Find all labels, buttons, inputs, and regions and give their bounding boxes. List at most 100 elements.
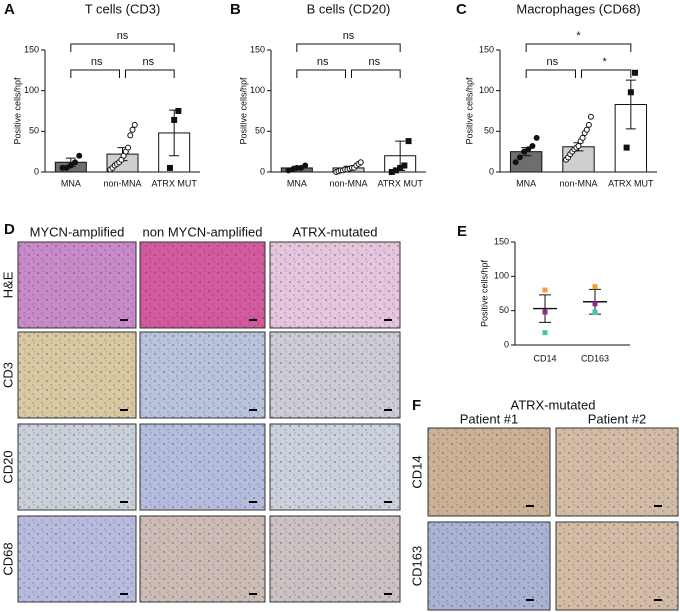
significance-bracket xyxy=(525,69,576,78)
data-point xyxy=(401,162,408,169)
significance-bracket xyxy=(525,43,632,52)
x-tick-label: CD14 xyxy=(533,353,556,363)
micrograph-texture xyxy=(270,516,400,602)
y-tick-label: 50 xyxy=(484,126,494,136)
row-label: CD3 xyxy=(0,362,15,388)
x-tick-label: MNA xyxy=(61,178,81,188)
data-point xyxy=(623,144,630,151)
panel-letter: A xyxy=(4,1,15,18)
data-point xyxy=(579,134,586,141)
data-point xyxy=(627,89,634,96)
y-tick-label: 50 xyxy=(29,126,39,136)
data-point xyxy=(166,164,173,171)
row-label: H&E xyxy=(0,271,15,298)
micrograph-texture xyxy=(18,424,136,510)
data-point xyxy=(592,284,598,290)
significance-label: ns xyxy=(317,56,329,68)
data-point xyxy=(542,309,548,315)
row-label: CD14 xyxy=(409,455,424,488)
y-tick-label: 50 xyxy=(499,305,509,315)
significance-bracket xyxy=(351,69,401,78)
significance-label: ns xyxy=(547,56,559,68)
data-point xyxy=(125,144,132,151)
panel-letter: C xyxy=(456,1,467,18)
data-point xyxy=(67,162,74,169)
y-tick-label: 0 xyxy=(489,166,494,176)
column-label: ATRX-mutated xyxy=(292,224,377,239)
data-point xyxy=(516,154,523,161)
chart: C Macrophages (CD68) Positive cells/hpf 0 50… xyxy=(456,1,657,188)
panel-title: ATRX-mutated xyxy=(510,397,595,412)
data-point xyxy=(175,108,182,114)
data-point xyxy=(76,152,83,159)
error-bar xyxy=(625,79,636,130)
y-tick-label: 100 xyxy=(494,271,509,281)
panel-letter: F xyxy=(412,397,421,414)
data-point xyxy=(592,301,598,307)
micrograph-texture xyxy=(270,424,400,510)
row-label: CD20 xyxy=(0,450,15,483)
significance-label: ns xyxy=(369,56,381,68)
significance-bracket xyxy=(70,43,175,52)
data-point xyxy=(533,134,540,141)
significance-bracket xyxy=(581,69,632,78)
y-tick-label: 150 xyxy=(24,44,39,54)
micrograph-texture xyxy=(556,522,678,610)
column-label: Patient #2 xyxy=(588,411,647,426)
data-point xyxy=(127,132,134,139)
data-point xyxy=(131,121,138,128)
y-tick-label: 50 xyxy=(255,126,265,136)
row-label: CD163 xyxy=(409,546,424,586)
chart-title: Macrophages (CD68) xyxy=(516,1,640,16)
significance-label: ns xyxy=(91,56,103,68)
data-point xyxy=(542,287,548,293)
chart: B B cells (CD20) Positive cells/hpf 0 50 100 1… xyxy=(230,1,426,188)
data-point xyxy=(592,309,598,315)
chart: A T cells (CD3) Positive cells/hpf 0 50 100 15… xyxy=(4,1,200,188)
data-point xyxy=(587,113,594,120)
panel-letter: D xyxy=(4,221,15,238)
x-tick-label: non-MNA xyxy=(329,178,367,188)
data-point xyxy=(585,121,592,128)
y-axis-label: Positive cells/hpf xyxy=(479,259,489,327)
micrograph-texture xyxy=(140,516,265,602)
column-label: MYCN-amplified xyxy=(30,224,125,239)
micrograph-texture xyxy=(270,242,400,328)
column-label: Patient #1 xyxy=(460,411,519,426)
significance-label: * xyxy=(576,30,581,42)
micrograph-texture xyxy=(428,522,550,610)
data-point xyxy=(575,142,582,149)
row-label: CD68 xyxy=(0,542,15,575)
data-point xyxy=(302,162,309,169)
data-point xyxy=(405,138,412,145)
y-tick-label: 150 xyxy=(479,44,494,54)
significance-bracket xyxy=(125,69,175,78)
y-tick-label: 150 xyxy=(494,236,509,246)
y-axis-label: Positive cells/hpf xyxy=(12,77,22,145)
data-point xyxy=(512,159,519,166)
data-point xyxy=(171,116,178,123)
x-tick-label: ATRX MUT xyxy=(608,178,654,188)
data-point xyxy=(357,159,364,166)
error-bar xyxy=(539,294,551,323)
significance-label: ns xyxy=(143,56,155,68)
micrograph-texture xyxy=(18,516,136,602)
micrograph-texture xyxy=(428,428,550,516)
data-point xyxy=(529,142,536,149)
x-tick-label: MNA xyxy=(516,178,536,188)
y-tick-label: 0 xyxy=(260,166,265,176)
data-point xyxy=(525,146,532,153)
micrograph-texture xyxy=(18,332,136,418)
x-tick-label: non-MNA xyxy=(559,178,597,188)
y-axis-label: Positive cells/hpf xyxy=(464,77,474,145)
data-point xyxy=(583,126,590,133)
chart-title: B cells (CD20) xyxy=(307,1,391,16)
micrograph-texture xyxy=(18,242,136,328)
significance-label: * xyxy=(603,56,608,68)
data-point xyxy=(542,330,548,336)
y-axis-label: Positive cells/hpf xyxy=(238,77,248,145)
micrograph-texture xyxy=(140,424,265,510)
data-point xyxy=(632,69,639,76)
significance-bracket xyxy=(296,43,401,52)
